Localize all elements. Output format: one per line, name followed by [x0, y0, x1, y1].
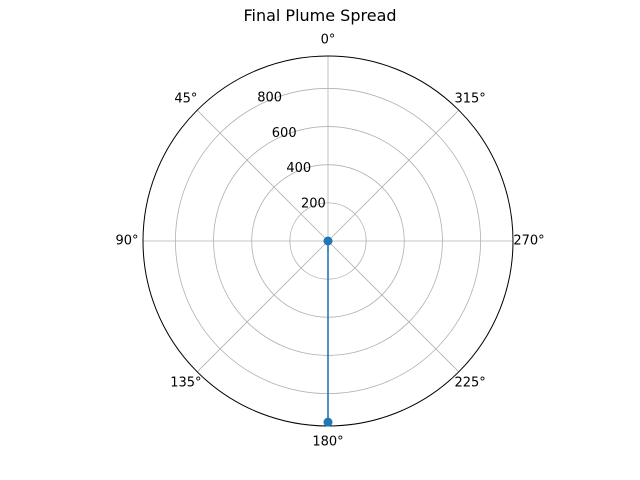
label-layer: 0° 45° 90° 135° 180° 225° 270° 315° 200 400 600 800 — [115, 33, 544, 450]
theta-tick-label: 135° — [170, 376, 201, 391]
theta-tick-label: 0° — [321, 33, 336, 48]
theta-gridline — [327, 240, 460, 373]
r-tick-label: 600 — [272, 126, 297, 141]
series-layer — [323, 236, 333, 427]
chart-title: Final Plume Spread — [243, 6, 397, 25]
theta-gridline — [196, 109, 329, 242]
data-point — [323, 417, 333, 427]
theta-tick-label: 90° — [115, 234, 138, 249]
theta-tick-label: 315° — [454, 91, 485, 106]
theta-tick-label: 180° — [312, 435, 343, 450]
r-tick-label: 800 — [257, 91, 282, 106]
theta-tick-label: 270° — [513, 234, 544, 249]
theta-gridline — [327, 109, 460, 242]
r-tick-label: 400 — [286, 161, 311, 176]
theta-tick-label: 45° — [174, 91, 197, 106]
theta-tick-label: 225° — [454, 376, 485, 391]
data-point — [323, 236, 333, 246]
theta-gridline — [196, 240, 329, 373]
r-tick-label: 200 — [301, 196, 326, 211]
